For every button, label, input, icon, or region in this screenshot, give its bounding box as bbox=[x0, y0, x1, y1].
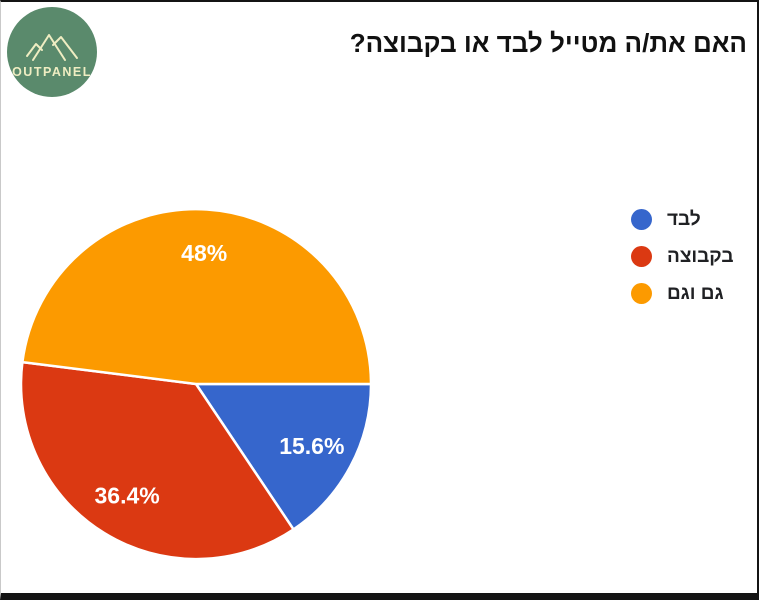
legend-item-1: לבד bbox=[631, 201, 734, 238]
pie-slice-1[interactable] bbox=[194, 382, 373, 531]
legend-label: בקבוצה bbox=[667, 245, 734, 267]
legend-item-3: גם וגם bbox=[631, 275, 734, 312]
legend-item-2: בקבוצה bbox=[631, 238, 734, 275]
pie-slice-2[interactable] bbox=[19, 360, 295, 561]
legend-swatch bbox=[631, 246, 652, 267]
pie-slice-percent-label: 48% bbox=[181, 240, 227, 266]
pie-chart: 15.6% 36.4% 48% bbox=[19, 207, 373, 561]
legend-label: לבד bbox=[667, 208, 701, 230]
pie-slice-percent-label: 36.4% bbox=[94, 483, 159, 509]
pie-slice-percent-label: 15.6% bbox=[279, 433, 344, 459]
legend-swatch bbox=[631, 283, 652, 304]
chart-title: האם את/ה מטייל לבד או בקבוצה? bbox=[349, 28, 747, 58]
chart-legend: לבד בקבוצה גם וגם bbox=[631, 201, 734, 312]
legend-swatch bbox=[631, 209, 652, 230]
mountains-icon bbox=[26, 34, 78, 61]
logo-wordmark: OUTPANEL bbox=[12, 65, 92, 79]
legend-label: גם וגם bbox=[667, 282, 724, 304]
outpanel-logo: OUTPANEL bbox=[7, 7, 97, 97]
pie-slice-3[interactable] bbox=[21, 207, 373, 386]
